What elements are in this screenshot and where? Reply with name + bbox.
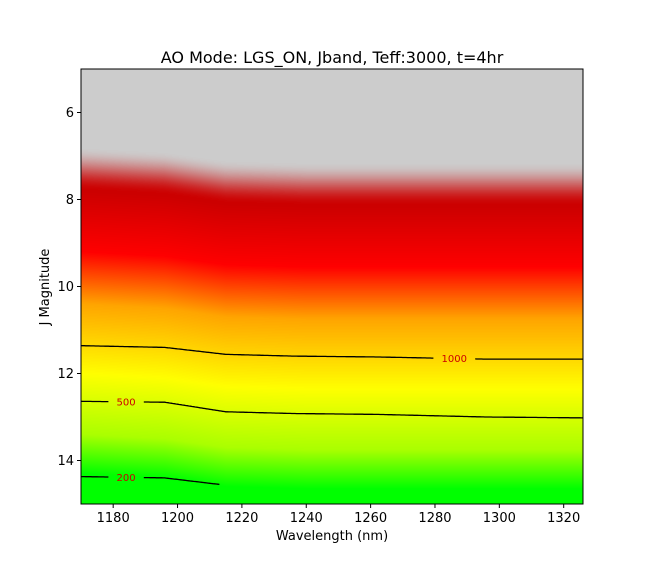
y-tick-label-10: 10 (57, 280, 74, 295)
y-tick-label-6: 6 (66, 106, 74, 121)
plot-area (81, 69, 583, 504)
contour-line-500-right (143, 401, 583, 419)
contour-label-200: 200 (117, 473, 136, 484)
x-tick-label-1260: 1260 (354, 511, 387, 526)
contour-label-1000: 1000 (442, 354, 467, 365)
heatmap-image (81, 69, 583, 504)
contour-500: 500 (80, 397, 583, 419)
x-tick-label-1180: 1180 (97, 511, 130, 526)
y-tick-label-14: 14 (57, 454, 74, 469)
contour-lines: 1000 500 200 (80, 345, 583, 486)
chart-title: AO Mode: LGS_ON, Jband, Teff:3000, t=4hr (161, 48, 504, 68)
x-axis: 1180 1200 1220 1240 1260 1280 1300 1320 (97, 504, 580, 526)
y-tick-label-8: 8 (66, 193, 74, 208)
contour-line-200-right (143, 476, 220, 486)
contour-label-500: 500 (117, 397, 136, 408)
contour-200: 200 (81, 473, 220, 486)
x-tick-label-1300: 1300 (483, 511, 516, 526)
y-axis: 6 8 10 12 14 (57, 106, 81, 469)
y-axis-label: J Magnitude (38, 249, 53, 327)
x-tick-label-1200: 1200 (161, 511, 194, 526)
x-tick-label-1220: 1220 (225, 511, 258, 526)
x-tick-label-1320: 1320 (547, 511, 580, 526)
x-axis-label: Wavelength (nm) (276, 529, 388, 544)
contour-1000: 1000 (81, 345, 583, 365)
y-tick-label-12: 12 (57, 367, 74, 382)
contour-line-1000-left (81, 345, 434, 359)
x-tick-label-1240: 1240 (290, 511, 323, 526)
x-tick-label-1280: 1280 (418, 511, 451, 526)
